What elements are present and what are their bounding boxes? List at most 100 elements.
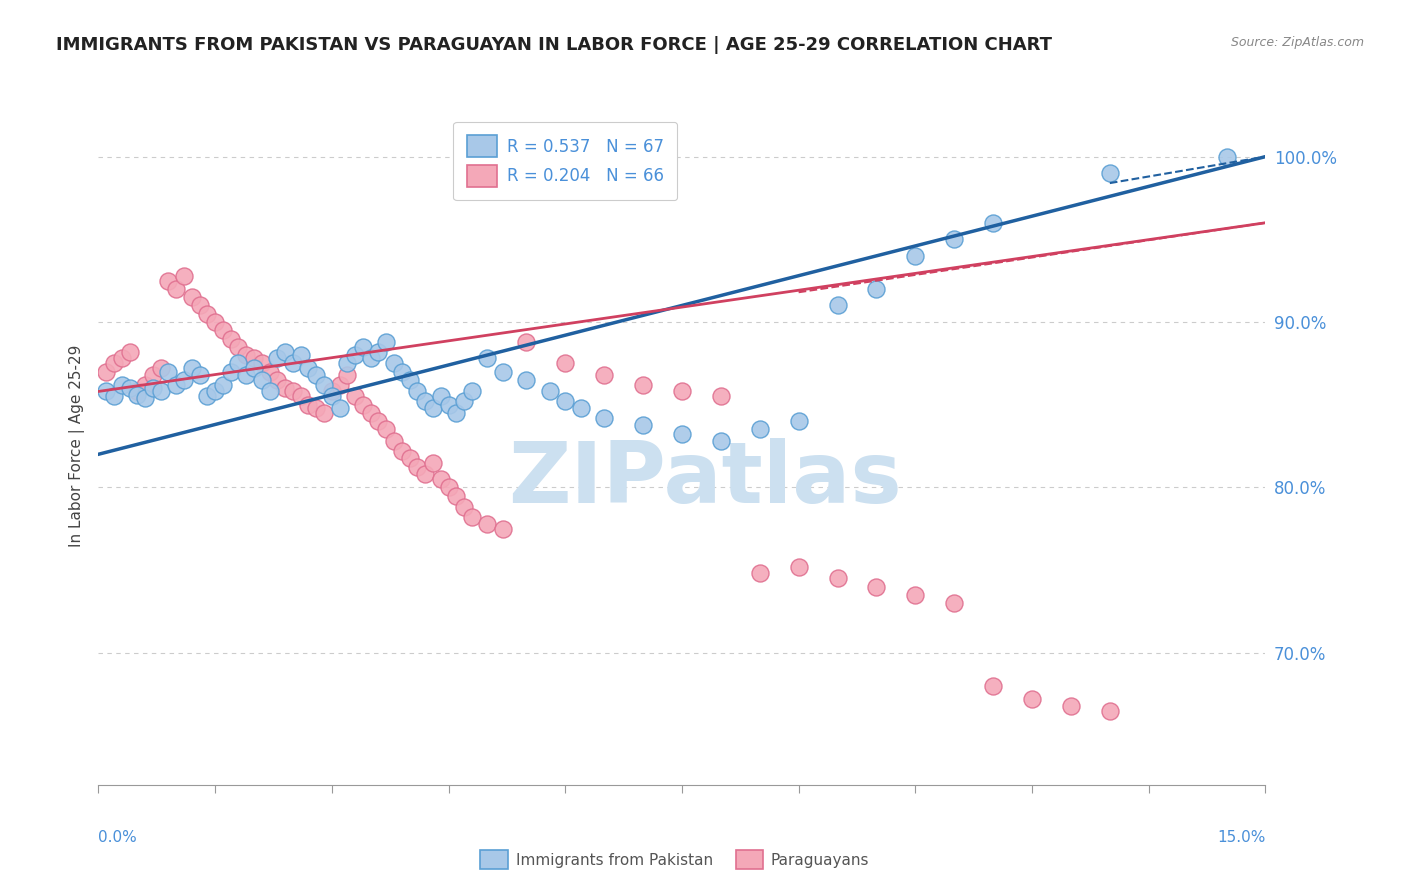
Point <box>312 406 335 420</box>
Point <box>266 351 288 366</box>
Point <box>142 368 165 382</box>
Point <box>259 365 281 379</box>
Point <box>297 398 319 412</box>
Point <box>344 389 367 403</box>
Point <box>515 373 537 387</box>
Point <box>943 232 966 246</box>
Point <box>865 282 887 296</box>
Point <box>461 384 484 399</box>
Point <box>477 351 499 366</box>
Point <box>477 516 499 531</box>
Point <box>274 344 297 359</box>
Point <box>329 401 352 415</box>
Point <box>515 334 537 349</box>
Point <box>336 368 359 382</box>
Point <box>398 373 420 387</box>
Point <box>981 679 1004 693</box>
Point <box>360 406 382 420</box>
Point <box>281 356 304 370</box>
Point <box>228 356 250 370</box>
Point <box>391 444 413 458</box>
Point <box>188 368 211 382</box>
Point <box>219 332 242 346</box>
Point <box>290 348 312 362</box>
Point <box>904 588 927 602</box>
Point <box>103 389 125 403</box>
Point <box>748 566 770 581</box>
Point <box>710 389 733 403</box>
Point <box>429 472 451 486</box>
Point <box>671 384 693 399</box>
Point <box>413 394 436 409</box>
Point <box>492 365 515 379</box>
Point <box>631 377 654 392</box>
Point <box>243 361 266 376</box>
Point <box>446 489 468 503</box>
Text: 15.0%: 15.0% <box>1218 830 1265 845</box>
Point <box>96 384 118 399</box>
Point <box>180 290 202 304</box>
Point <box>865 580 887 594</box>
Point <box>367 344 389 359</box>
Point <box>367 414 389 428</box>
Point <box>492 522 515 536</box>
Point <box>312 377 335 392</box>
Point <box>446 406 468 420</box>
Point <box>180 361 202 376</box>
Point <box>127 384 149 399</box>
Text: ZIPatlas: ZIPatlas <box>509 438 903 522</box>
Point <box>195 307 218 321</box>
Point <box>787 559 810 574</box>
Point <box>204 384 226 399</box>
Point <box>266 373 288 387</box>
Text: Source: ZipAtlas.com: Source: ZipAtlas.com <box>1230 36 1364 49</box>
Point <box>827 571 849 585</box>
Legend: Immigrants from Pakistan, Paraguayans: Immigrants from Pakistan, Paraguayans <box>474 844 876 875</box>
Point <box>904 249 927 263</box>
Point <box>631 417 654 432</box>
Point <box>329 377 352 392</box>
Point <box>943 596 966 610</box>
Point <box>149 384 172 399</box>
Point <box>321 384 343 399</box>
Point <box>554 356 576 370</box>
Point <box>453 394 475 409</box>
Point <box>243 351 266 366</box>
Point <box>382 434 405 448</box>
Legend: R = 0.537   N = 67, R = 0.204   N = 66: R = 0.537 N = 67, R = 0.204 N = 66 <box>453 122 678 200</box>
Point <box>360 351 382 366</box>
Text: 0.0%: 0.0% <box>98 830 138 845</box>
Point <box>212 323 235 337</box>
Point <box>321 389 343 403</box>
Point <box>134 391 156 405</box>
Point <box>1215 150 1237 164</box>
Point <box>422 401 444 415</box>
Point <box>461 510 484 524</box>
Y-axis label: In Labor Force | Age 25-29: In Labor Force | Age 25-29 <box>69 345 84 547</box>
Point <box>398 450 420 465</box>
Point <box>538 384 561 399</box>
Point <box>305 401 328 415</box>
Point <box>710 434 733 448</box>
Point <box>195 389 218 403</box>
Point <box>787 414 810 428</box>
Point <box>422 456 444 470</box>
Point <box>593 410 616 425</box>
Point <box>406 460 429 475</box>
Point <box>188 298 211 312</box>
Point <box>157 274 180 288</box>
Point <box>352 398 374 412</box>
Point <box>352 340 374 354</box>
Point <box>173 373 195 387</box>
Point <box>212 377 235 392</box>
Point <box>827 298 849 312</box>
Point <box>437 398 460 412</box>
Point <box>671 427 693 442</box>
Point <box>219 365 242 379</box>
Point <box>235 368 257 382</box>
Point <box>569 401 592 415</box>
Point <box>157 365 180 379</box>
Point <box>375 334 398 349</box>
Point <box>259 384 281 399</box>
Point <box>748 422 770 436</box>
